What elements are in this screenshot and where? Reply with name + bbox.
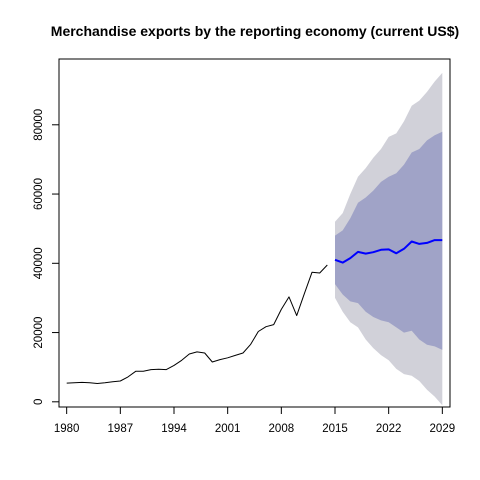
x-tick-label: 2001 bbox=[215, 423, 241, 435]
y-tick-label: 80000 bbox=[33, 109, 45, 141]
forecast-line bbox=[334, 239, 443, 264]
x-tick-label: 1980 bbox=[54, 423, 80, 435]
y-tick-label: 60000 bbox=[33, 178, 45, 210]
x-tick-label: 2015 bbox=[322, 423, 348, 435]
y-tick-label: 40000 bbox=[33, 247, 45, 279]
y-axis: 0 20000 40000 60000 80000 bbox=[33, 109, 60, 405]
x-axis: 1980 1987 1994 2001 2008 2015 2022 2029 bbox=[54, 406, 456, 435]
interval-band-80pct bbox=[335, 131, 443, 350]
chart-title: Merchandise exports by the reporting eco… bbox=[51, 23, 459, 39]
historical-line bbox=[66, 264, 328, 384]
series-lines bbox=[66, 239, 443, 384]
y-tick-label: 20000 bbox=[33, 317, 45, 349]
x-tick-label: 2022 bbox=[376, 423, 402, 435]
x-tick-label: 1987 bbox=[108, 423, 134, 435]
prediction-intervals bbox=[335, 72, 443, 406]
x-tick-label: 1994 bbox=[161, 423, 187, 435]
x-tick-label: 2008 bbox=[269, 423, 295, 435]
y-tick-label: 0 bbox=[33, 399, 45, 405]
x-tick-label: 2029 bbox=[430, 423, 456, 435]
